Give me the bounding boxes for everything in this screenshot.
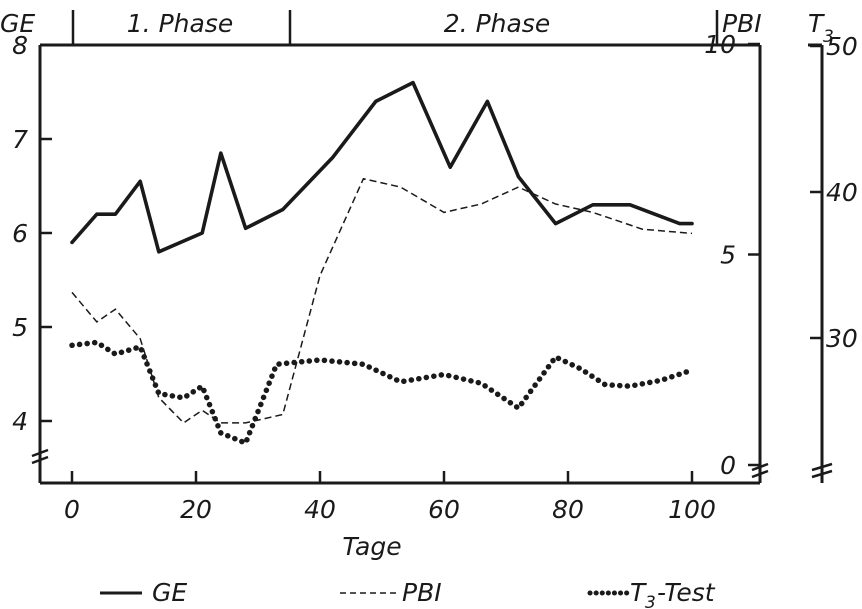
axis-break-right xyxy=(751,469,769,479)
x-tick-label: 20 xyxy=(180,495,212,524)
y-tick-label: 5 xyxy=(720,241,736,270)
x-axis-label: Tage xyxy=(342,532,401,561)
legend-label-ge: GE xyxy=(152,578,187,607)
series-line-ge xyxy=(70,80,694,254)
y-tick-label: 40 xyxy=(826,178,858,207)
x-tick-label: 100 xyxy=(668,495,716,524)
y-tick-label: 7 xyxy=(12,125,28,154)
legend: GE PBI T 3 -Test xyxy=(100,578,716,609)
axis-break-t3 xyxy=(811,469,833,479)
series-layer xyxy=(69,80,695,446)
legend-label-pbi: PBI xyxy=(402,578,442,607)
axis-break-left xyxy=(31,455,49,465)
y-tick-label: 8 xyxy=(12,31,28,60)
phase-1-label: 1. Phase xyxy=(127,9,233,38)
x-tick-label: 80 xyxy=(552,495,584,524)
phase-2-label: 2. Phase xyxy=(444,9,550,38)
axis-breaks xyxy=(31,448,833,479)
legend-label-t3: T 3 -Test xyxy=(630,578,716,609)
y-tick-label: 50 xyxy=(826,32,858,61)
axis-break-left xyxy=(31,448,49,458)
y-tick-label: 30 xyxy=(826,324,858,353)
x-tick-label: 0 xyxy=(64,495,80,524)
y-tick-label: 4 xyxy=(12,407,28,436)
t3-axis-title-letter: T xyxy=(808,9,825,38)
ge-axis-title: GE xyxy=(0,9,35,38)
legend-label-t3-subscript: 3 xyxy=(645,593,656,609)
legend-label-t3-letter: T xyxy=(630,578,647,607)
series-line-pbi xyxy=(71,177,693,424)
y-tick-label: 10 xyxy=(704,30,736,59)
legend-label-t3-rest: -Test xyxy=(657,578,716,607)
t3-axis-title: T 3 xyxy=(808,9,834,47)
y-tick-label: 5 xyxy=(12,313,28,342)
t3-axis-title-subscript: 3 xyxy=(823,27,834,47)
plot-frame xyxy=(38,43,824,485)
x-tick-label: 60 xyxy=(428,495,460,524)
phase-dividers xyxy=(71,10,719,45)
y-tick-label: 6 xyxy=(12,219,28,248)
axis-break-right xyxy=(751,462,769,472)
x-tick-label: 40 xyxy=(304,495,336,524)
axis-break-t3 xyxy=(811,462,833,472)
pbi-axis-title: PBI xyxy=(722,9,762,38)
series-line-t3-test xyxy=(69,339,695,446)
y-tick-label: 0 xyxy=(720,451,736,480)
